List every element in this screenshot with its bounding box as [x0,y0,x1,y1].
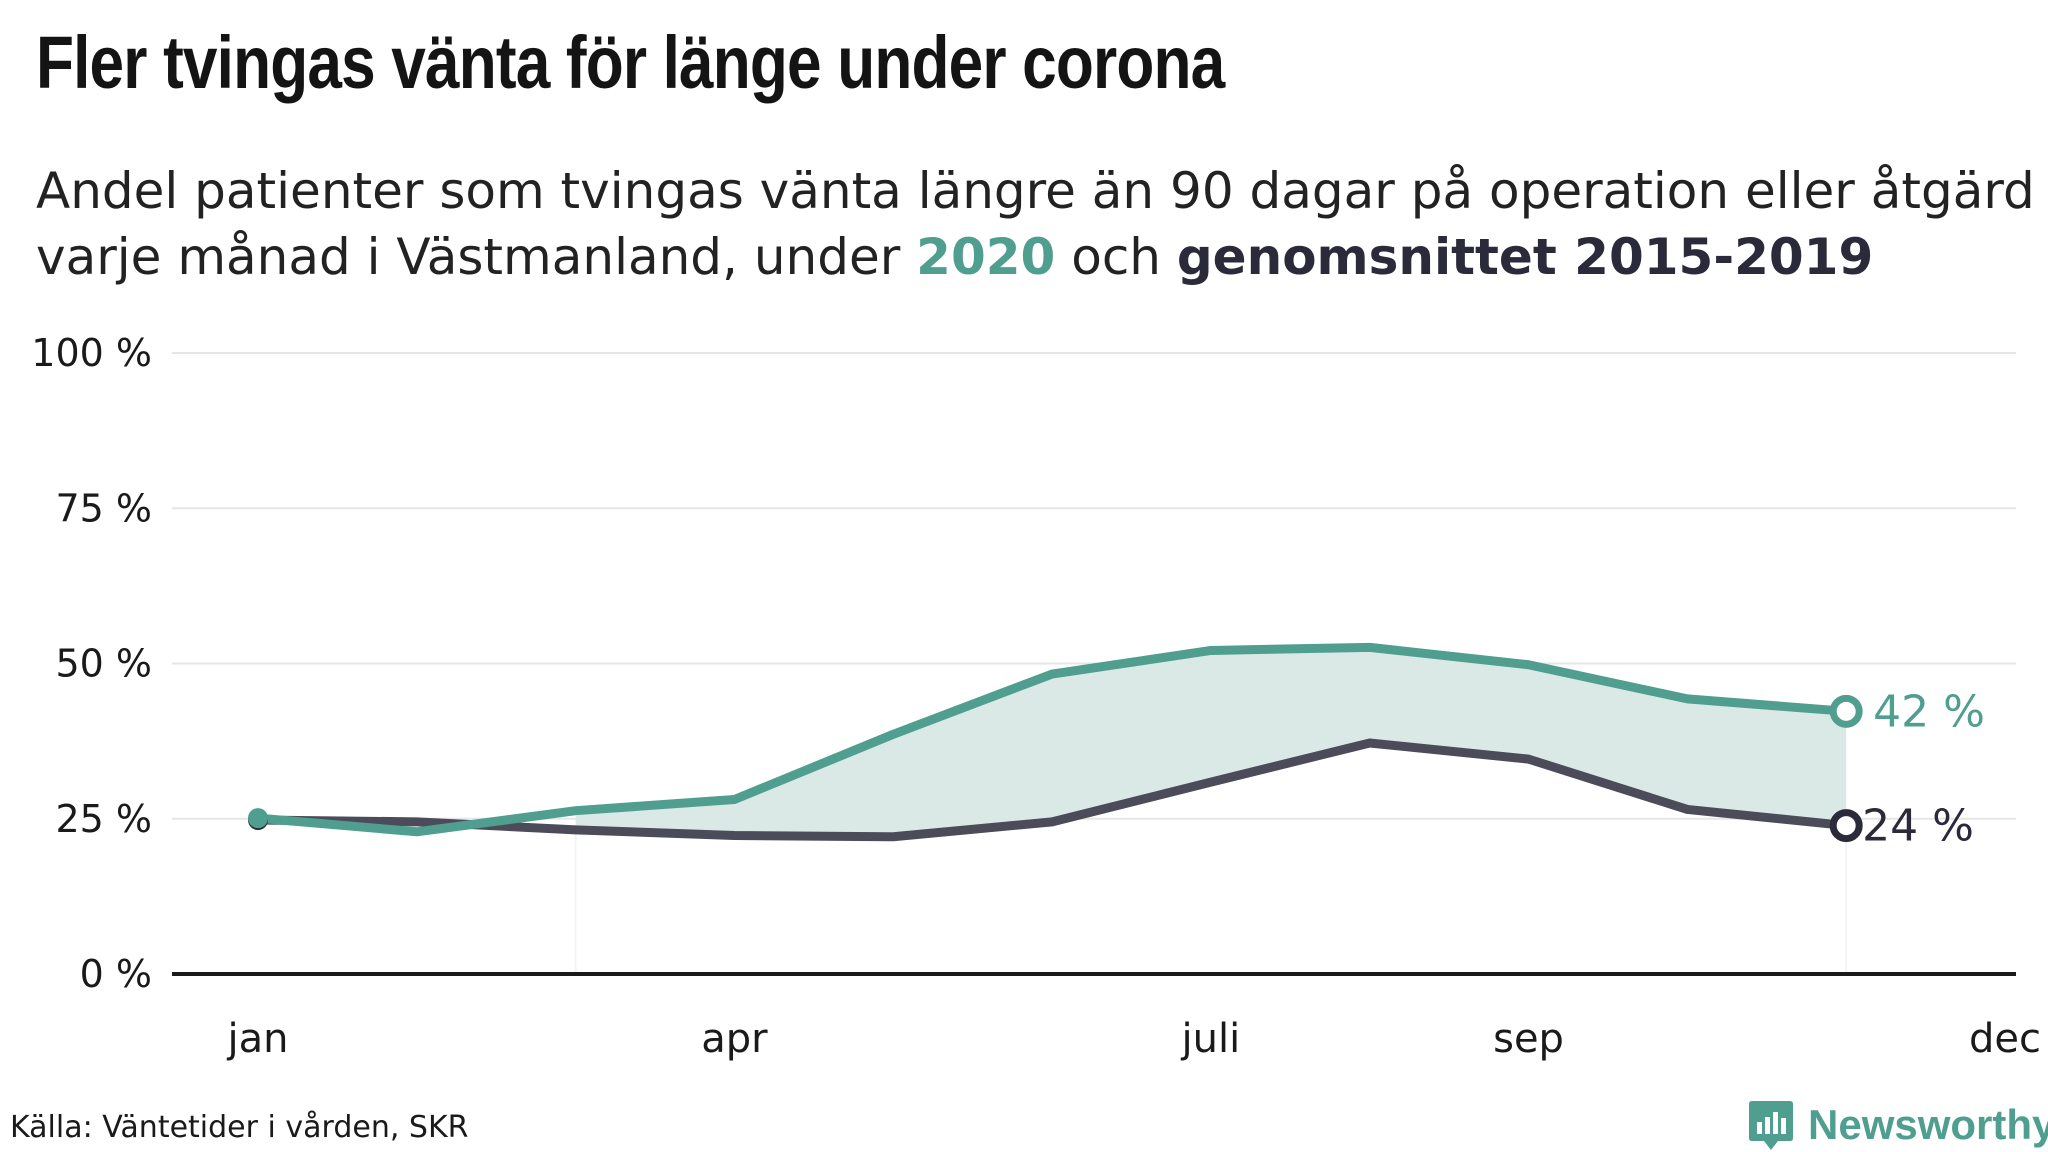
legend-average: genomsnittet 2015-2019 [1176,228,1874,286]
end-marker-2020 [1829,694,1863,728]
y-axis-labels: 0 % 25 % 50 % 75 % 100 % [31,331,152,996]
series-markers: 42 % 24 % [248,686,1985,852]
start-marker-2020 [248,808,268,829]
subtitle-line-1: Andel patienter som tvingas vänta längre… [36,162,2035,220]
y-tick-label-75: 75 % [55,486,152,530]
source-note: Källa: Väntetider i vården, SKR [10,1110,469,1145]
line-average-2015-2019 [253,738,1851,842]
subtitle-text-pre: varje månad i Västmanland, under [36,228,917,286]
x-tick-label-sep: sep [1493,1016,1564,1062]
y-tick-label-100: 100 % [31,331,152,375]
x-tick-label-apr: apr [701,1016,768,1062]
y-tick-label-50: 50 % [55,642,152,686]
subtitle-line-2: varje månad i Västmanland, under 2020 oc… [36,224,2035,290]
end-label-average: 24 % [1862,801,1974,852]
difference-band [574,647,1848,974]
chart-subtitle: Andel patienter som tvingas vänta längre… [36,158,2035,290]
newsworthy-logo-icon [1749,1101,1793,1150]
line-2020 [253,642,1851,837]
subtitle-text-mid: och [1055,228,1177,286]
x-tick-label-dec: dec [1969,1016,2041,1062]
x-axis-labels: jan apr juli sep dec [227,1016,2041,1062]
brand-logo: Newsworthy [1748,1098,2048,1152]
y-tick-label-25: 25 % [55,797,152,841]
end-label-2020: 42 % [1873,686,1985,737]
brand-name: Newsworthy [1808,1101,2048,1148]
legend-2020: 2020 [916,228,1056,286]
chart-title: Fler tvingas vänta för länge under coron… [36,21,1225,104]
end-marker-average [1829,809,1863,843]
x-tick-label-jan: jan [227,1016,289,1062]
x-tick-label-juli: juli [1181,1016,1241,1062]
y-tick-label-0: 0 % [80,952,152,996]
shaded-difference-area [575,647,1847,837]
series-lines [253,642,1851,842]
